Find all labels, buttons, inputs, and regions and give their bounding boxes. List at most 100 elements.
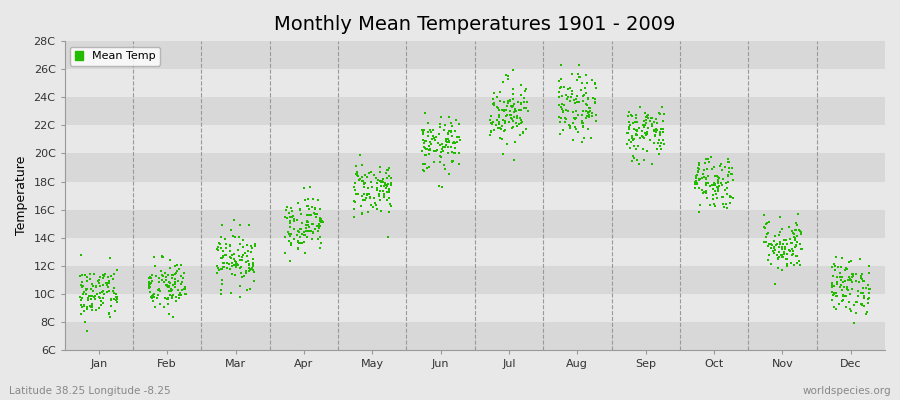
Point — [246, 263, 260, 270]
Point — [297, 232, 311, 239]
Point — [362, 191, 376, 198]
Point — [780, 250, 795, 257]
Point — [485, 121, 500, 127]
Point — [222, 254, 237, 261]
Point — [857, 295, 871, 301]
Point — [717, 164, 732, 171]
Point — [558, 114, 572, 121]
Point — [711, 188, 725, 194]
Point — [107, 290, 122, 296]
Point — [504, 115, 518, 122]
Point — [516, 129, 530, 135]
Point — [174, 261, 188, 268]
Point — [246, 261, 260, 267]
Point — [167, 271, 182, 277]
Point — [153, 301, 167, 307]
Point — [779, 261, 794, 267]
Point — [381, 234, 395, 240]
Point — [150, 286, 165, 293]
Point — [689, 181, 704, 188]
Point — [165, 295, 179, 301]
Point — [233, 294, 248, 300]
Point — [723, 193, 737, 199]
Point — [349, 172, 364, 178]
Point — [160, 295, 175, 302]
Bar — [65, 97, 885, 125]
Point — [649, 129, 663, 136]
Point — [102, 288, 116, 294]
Point — [780, 240, 795, 247]
Point — [104, 296, 119, 302]
Point — [724, 194, 739, 200]
Point — [559, 116, 573, 123]
Point — [768, 233, 782, 239]
Point — [626, 155, 641, 161]
Point — [836, 293, 850, 299]
Point — [552, 102, 566, 108]
Point — [433, 154, 447, 160]
Point — [445, 158, 459, 164]
Point — [692, 162, 706, 168]
Point — [850, 293, 865, 300]
Point — [760, 220, 774, 226]
Point — [429, 148, 444, 155]
Point — [93, 295, 107, 301]
Point — [653, 126, 668, 132]
Point — [233, 241, 248, 247]
Point — [142, 282, 157, 289]
Point — [306, 229, 320, 236]
Point — [418, 144, 433, 151]
Point — [761, 257, 776, 263]
Point — [632, 161, 646, 168]
Point — [363, 194, 377, 200]
Point — [567, 115, 581, 122]
Point — [843, 258, 858, 265]
Point — [695, 187, 709, 193]
Point — [298, 225, 312, 231]
Point — [450, 138, 464, 145]
Point — [706, 186, 720, 192]
Point — [359, 194, 374, 201]
Point — [693, 176, 707, 183]
Point — [641, 125, 655, 131]
Point — [171, 286, 185, 293]
Point — [689, 172, 704, 178]
Point — [347, 199, 362, 205]
Point — [247, 267, 261, 273]
Point — [637, 122, 652, 128]
Point — [637, 124, 652, 130]
Point — [692, 166, 706, 172]
Point — [639, 117, 653, 123]
Point — [226, 233, 240, 239]
Point — [650, 146, 664, 152]
Point — [577, 135, 591, 141]
Point — [445, 159, 459, 166]
Point — [783, 236, 797, 242]
Point — [515, 119, 529, 126]
Point — [778, 244, 792, 250]
Point — [378, 170, 392, 176]
Point — [622, 125, 636, 131]
Point — [718, 200, 733, 207]
Point — [349, 171, 364, 177]
Point — [707, 182, 722, 188]
Point — [644, 115, 659, 121]
Point — [301, 196, 315, 202]
Point — [847, 320, 861, 326]
Point — [248, 243, 262, 249]
Point — [583, 105, 598, 112]
Point — [447, 138, 462, 145]
Point — [164, 288, 178, 294]
Point — [652, 140, 666, 146]
Point — [370, 185, 384, 192]
Point — [148, 303, 162, 310]
Point — [301, 222, 315, 228]
Point — [166, 314, 180, 320]
Bar — [65, 154, 885, 182]
Point — [795, 246, 809, 252]
Point — [282, 230, 296, 237]
Point — [640, 129, 654, 135]
Point — [101, 280, 115, 286]
Point — [580, 95, 595, 102]
Point — [156, 273, 170, 279]
